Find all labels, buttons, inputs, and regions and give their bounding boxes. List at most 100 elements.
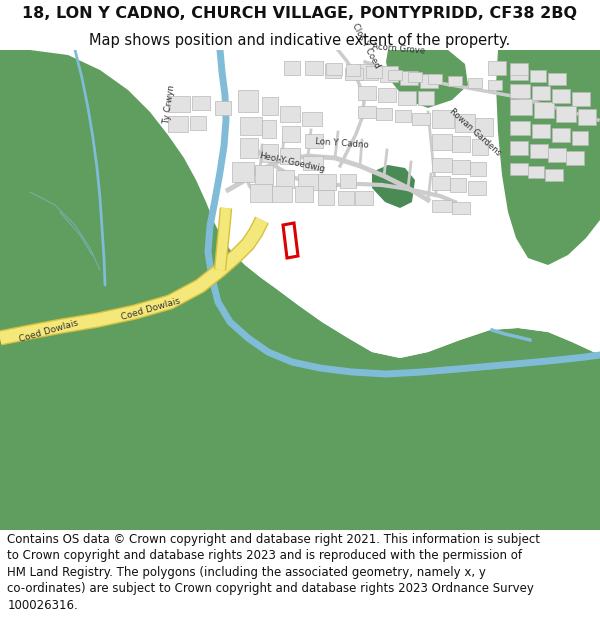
Bar bbox=[510, 163, 528, 175]
Bar bbox=[452, 160, 470, 174]
Bar bbox=[572, 131, 588, 145]
Bar bbox=[488, 61, 506, 75]
Bar bbox=[298, 174, 318, 190]
Bar bbox=[432, 200, 452, 212]
Bar bbox=[530, 144, 548, 158]
Text: Contains OS data © Crown copyright and database right 2021. This information is : Contains OS data © Crown copyright and d… bbox=[7, 533, 540, 612]
Bar bbox=[475, 118, 493, 136]
Text: Map shows position and indicative extent of the property.: Map shows position and indicative extent… bbox=[89, 32, 511, 48]
Polygon shape bbox=[205, 50, 600, 358]
Bar bbox=[238, 90, 258, 112]
Bar bbox=[338, 191, 354, 205]
Bar bbox=[346, 64, 360, 76]
Bar bbox=[272, 186, 292, 202]
Bar bbox=[168, 96, 190, 112]
Bar bbox=[250, 184, 272, 202]
Bar bbox=[232, 162, 254, 182]
Text: Coed Dowlais: Coed Dowlais bbox=[120, 296, 181, 322]
Bar bbox=[448, 76, 462, 86]
Bar bbox=[366, 66, 382, 78]
Bar bbox=[532, 124, 550, 138]
Text: Coed Dowlais: Coed Dowlais bbox=[18, 319, 79, 344]
Bar bbox=[318, 174, 336, 190]
Bar bbox=[325, 64, 341, 78]
Bar bbox=[276, 170, 294, 188]
Bar bbox=[380, 66, 398, 82]
Bar bbox=[552, 89, 570, 103]
Text: Ty Crwyn: Ty Crwyn bbox=[162, 84, 176, 124]
Bar bbox=[295, 186, 313, 202]
Bar bbox=[510, 99, 532, 115]
Bar bbox=[548, 73, 566, 85]
Bar bbox=[378, 88, 396, 102]
Text: Heol-Y-Goedwig: Heol-Y-Goedwig bbox=[258, 151, 326, 174]
Bar bbox=[240, 117, 262, 135]
Bar bbox=[358, 106, 376, 118]
Bar bbox=[566, 151, 584, 165]
Text: Lon Y Cadno: Lon Y Cadno bbox=[315, 138, 369, 150]
Bar bbox=[400, 71, 418, 85]
Bar bbox=[305, 61, 323, 75]
Polygon shape bbox=[386, 50, 468, 108]
Bar bbox=[534, 102, 554, 118]
Bar bbox=[578, 109, 596, 125]
Bar bbox=[545, 169, 563, 181]
Bar bbox=[510, 121, 530, 135]
Bar bbox=[452, 202, 470, 214]
Bar bbox=[190, 116, 206, 130]
Bar bbox=[418, 91, 434, 105]
Bar bbox=[412, 113, 430, 125]
Bar bbox=[408, 72, 422, 82]
Text: Rowan Gardens: Rowan Gardens bbox=[448, 107, 503, 158]
Bar bbox=[192, 96, 210, 110]
Text: Clos Y Coed: Clos Y Coed bbox=[350, 22, 381, 70]
Polygon shape bbox=[0, 50, 600, 530]
Bar bbox=[358, 64, 378, 80]
Bar bbox=[452, 136, 470, 152]
Bar bbox=[530, 70, 546, 82]
Bar bbox=[262, 120, 276, 138]
Polygon shape bbox=[0, 50, 210, 530]
Bar bbox=[376, 108, 392, 120]
Bar bbox=[284, 61, 300, 75]
Bar bbox=[548, 148, 566, 162]
Bar bbox=[318, 190, 334, 205]
Bar bbox=[280, 106, 300, 122]
Bar bbox=[510, 84, 530, 98]
Bar bbox=[468, 78, 482, 88]
Bar bbox=[262, 144, 278, 162]
Polygon shape bbox=[372, 165, 415, 208]
Polygon shape bbox=[496, 50, 600, 265]
Bar bbox=[428, 74, 442, 84]
Bar bbox=[303, 156, 323, 170]
Bar bbox=[470, 162, 486, 176]
Bar bbox=[420, 74, 438, 88]
Bar bbox=[432, 158, 452, 172]
Bar bbox=[468, 181, 486, 195]
Bar bbox=[240, 138, 258, 158]
Bar bbox=[168, 116, 188, 132]
Bar bbox=[488, 80, 502, 90]
Bar bbox=[282, 126, 300, 142]
Bar bbox=[358, 86, 376, 100]
Bar bbox=[395, 110, 411, 122]
Bar bbox=[528, 166, 544, 178]
Bar bbox=[340, 174, 356, 188]
Bar bbox=[472, 139, 488, 155]
Bar bbox=[510, 68, 528, 80]
Bar bbox=[510, 63, 528, 75]
Text: Acorn Grove: Acorn Grove bbox=[372, 42, 426, 56]
Bar bbox=[388, 70, 402, 80]
Bar bbox=[255, 165, 273, 185]
Bar bbox=[510, 141, 528, 155]
Polygon shape bbox=[0, 50, 46, 258]
Bar bbox=[432, 134, 452, 150]
Bar bbox=[455, 114, 475, 132]
Bar bbox=[556, 106, 576, 122]
Bar bbox=[532, 86, 550, 100]
Bar bbox=[572, 92, 590, 106]
Bar bbox=[302, 112, 322, 126]
Bar bbox=[280, 148, 300, 164]
Bar bbox=[432, 176, 450, 190]
Bar bbox=[432, 110, 454, 128]
